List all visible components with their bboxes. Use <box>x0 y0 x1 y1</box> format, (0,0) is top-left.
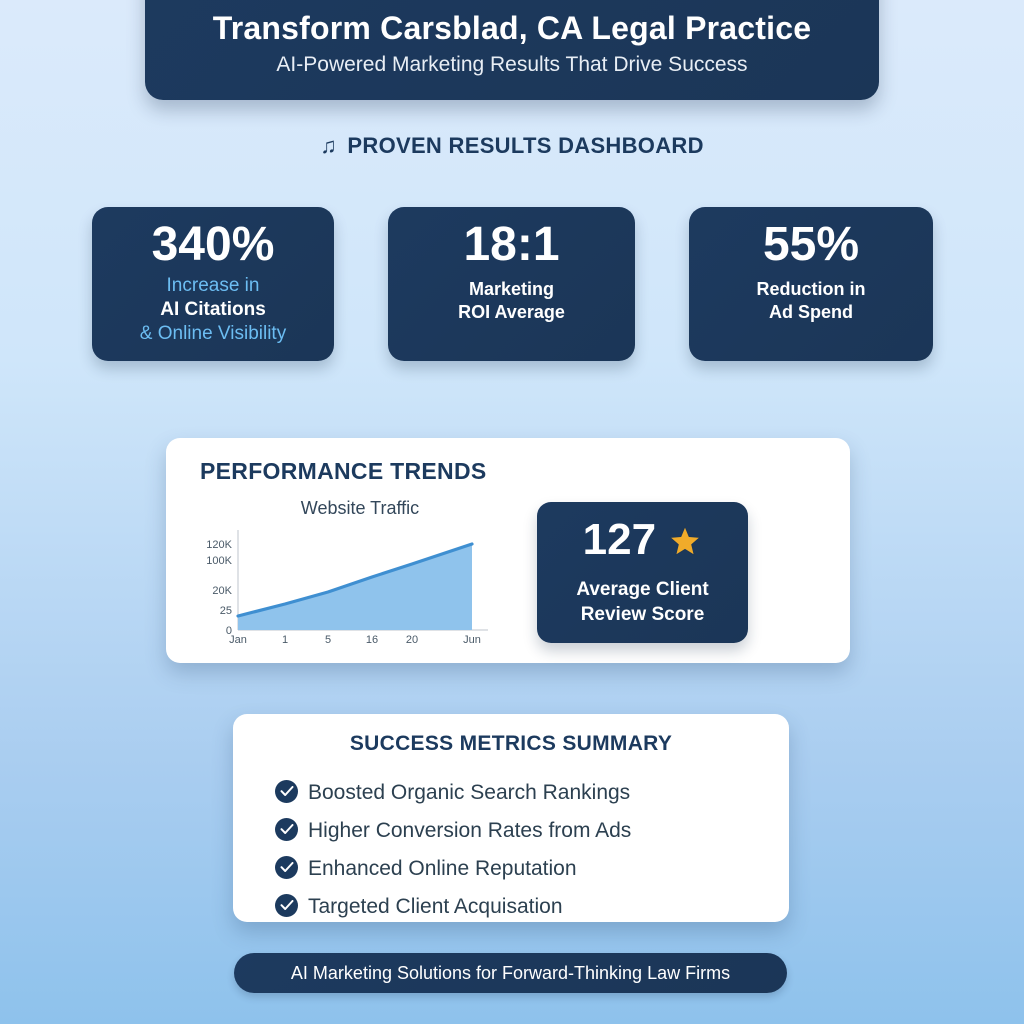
svg-text:25: 25 <box>220 605 232 617</box>
svg-text:20K: 20K <box>212 585 232 597</box>
svg-text:120K: 120K <box>206 539 232 551</box>
svg-text:1: 1 <box>282 634 288 644</box>
svg-text:100K: 100K <box>206 555 232 567</box>
svg-text:20: 20 <box>406 634 418 644</box>
svg-text:5: 5 <box>325 634 331 644</box>
svg-text:Jun: Jun <box>463 634 481 644</box>
svg-text:16: 16 <box>366 634 378 644</box>
svg-text:Jan: Jan <box>229 634 247 644</box>
